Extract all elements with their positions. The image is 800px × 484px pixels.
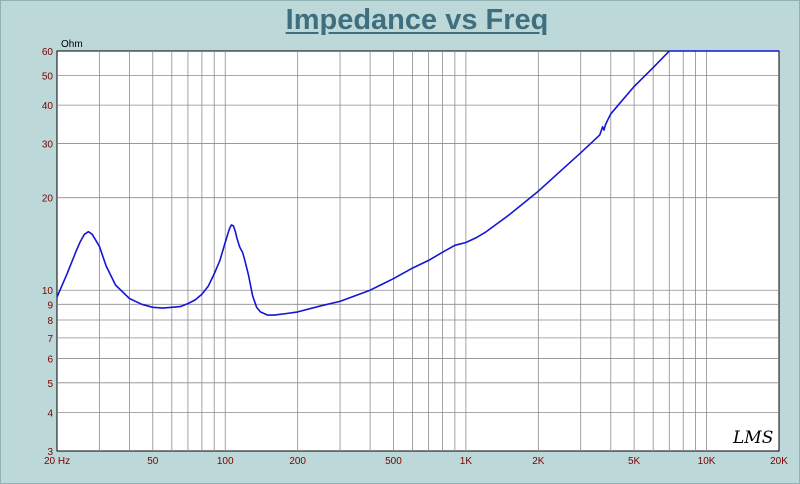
grid: [57, 51, 779, 451]
y-tick-label: 60: [42, 47, 54, 58]
x-tick-label: 20K: [770, 456, 788, 467]
tick-labels: 20 Hz 50 100 200 500 1K 2K 5K 10K 20K 3 4 5 6 7 8 9 10 20 3…: [42, 47, 788, 467]
y-axis-unit-label: Ohm: [61, 39, 83, 50]
y-tick-label: 7: [47, 334, 53, 345]
y-tick-label: 5: [47, 379, 53, 390]
y-tick-label: 20: [42, 194, 54, 205]
plot-area: [56, 50, 780, 452]
chart-title: Impedance vs Freq: [285, 4, 549, 36]
x-tick-label: 500: [385, 456, 402, 467]
x-tick-label: 2K: [532, 456, 545, 467]
x-tick-label: 20 Hz: [44, 456, 70, 467]
lms-watermark: LMS: [732, 428, 773, 448]
impedance-curve: [56, 50, 779, 316]
x-tick-label: 100: [217, 456, 234, 467]
x-tick-label: 10K: [698, 456, 716, 467]
y-tick-label: 6: [47, 354, 53, 365]
y-tick-label: 50: [42, 71, 54, 82]
y-tick-label: 40: [42, 101, 54, 112]
x-tick-label: 200: [289, 456, 306, 467]
curve-layer: [56, 50, 779, 316]
y-tick-label: 9: [47, 300, 53, 311]
x-tick-label: 1K: [460, 456, 473, 467]
y-tick-label: 3: [47, 447, 53, 458]
x-tick-label: 50: [147, 456, 159, 467]
y-tick-label: 30: [42, 140, 54, 151]
y-tick-label: 4: [47, 409, 53, 420]
y-tick-label: 8: [47, 316, 53, 327]
y-tick-label: 10: [42, 286, 54, 297]
x-tick-label: 5K: [628, 456, 641, 467]
